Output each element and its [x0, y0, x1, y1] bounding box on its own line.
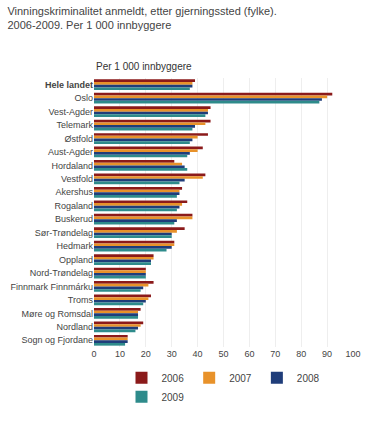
svg-text:Oppland: Oppland	[59, 255, 93, 265]
svg-text:Vestfold: Vestfold	[61, 174, 93, 184]
svg-text:40: 40	[193, 349, 203, 359]
svg-text:Møre og Romsdal: Møre og Romsdal	[21, 309, 93, 319]
svg-text:Buskerud: Buskerud	[55, 214, 93, 224]
svg-text:2008: 2008	[297, 373, 320, 384]
svg-text:2006: 2006	[162, 373, 185, 384]
svg-text:Sogn og Fjordane: Sogn og Fjordane	[21, 335, 93, 345]
svg-text:2009: 2009	[162, 392, 185, 403]
svg-text:Rogaland: Rogaland	[54, 201, 93, 211]
svg-text:Hordaland: Hordaland	[51, 161, 93, 171]
svg-text:Østfold: Østfold	[64, 134, 93, 144]
svg-text:Akershus: Akershus	[55, 187, 93, 197]
svg-text:50: 50	[218, 349, 228, 359]
svg-text:70: 70	[270, 349, 280, 359]
svg-text:Telemark: Telemark	[56, 120, 93, 130]
svg-text:Nordland: Nordland	[56, 322, 93, 332]
svg-text:Per 1 000 innbyggere: Per 1 000 innbyggere	[96, 61, 192, 72]
svg-text:Troms: Troms	[68, 295, 94, 305]
svg-text:10: 10	[115, 349, 125, 359]
svg-text:Oslo: Oslo	[74, 93, 93, 103]
svg-text:60: 60	[244, 349, 254, 359]
svg-text:Finnmark Finnmárku: Finnmark Finnmárku	[10, 282, 93, 292]
svg-text:Aust-Agder: Aust-Agder	[48, 147, 93, 157]
svg-text:Nord-Trøndelag: Nord-Trøndelag	[30, 268, 93, 278]
svg-text:30: 30	[167, 349, 177, 359]
svg-text:80: 80	[296, 349, 306, 359]
svg-text:Vinningskriminalitet anmeldt,: Vinningskriminalitet anmeldt, etter gjer…	[7, 5, 276, 31]
svg-text:0: 0	[91, 349, 96, 359]
svg-text:Sør-Trøndelag: Sør-Trøndelag	[35, 228, 93, 238]
svg-text:2007: 2007	[229, 373, 252, 384]
svg-text:90: 90	[322, 349, 332, 359]
svg-text:Hele landet: Hele landet	[45, 80, 93, 90]
svg-text:Vest-Agder: Vest-Agder	[48, 107, 93, 117]
svg-text:Hedmark: Hedmark	[56, 241, 93, 251]
svg-text:100: 100	[345, 349, 360, 359]
svg-text:20: 20	[141, 349, 151, 359]
